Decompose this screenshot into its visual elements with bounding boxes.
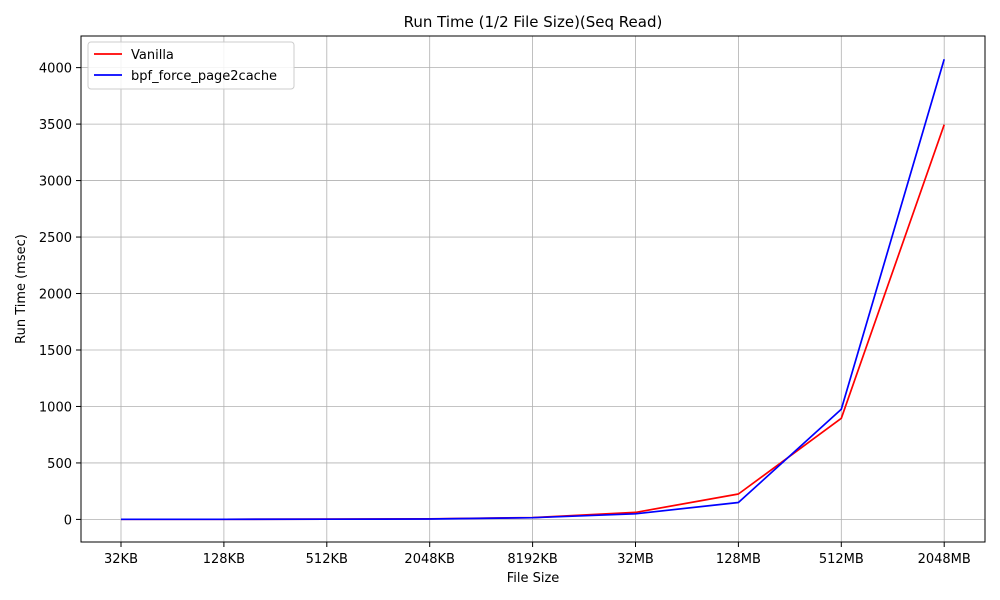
y-tick-label: 1500	[39, 344, 72, 359]
x-axis-ticks: 32KB 128KB 512KB 2048KB 8192KB 32MB 128MB 512MB…	[104, 542, 971, 567]
y-tick-label: 0	[64, 513, 72, 528]
x-tick-label: 512MB	[819, 552, 864, 567]
plot-area-frame	[80, 35, 986, 543]
x-tick-label: 32MB	[617, 552, 654, 567]
grid-lines	[81, 36, 985, 542]
x-axis-label: File Size	[507, 571, 560, 586]
x-tick-label: 512KB	[306, 552, 348, 567]
y-axis-label: Run Time (msec)	[14, 234, 29, 344]
legend-label-vanilla: Vanilla	[131, 48, 174, 63]
y-tick-label: 4000	[39, 62, 72, 77]
legend-box	[87, 41, 295, 90]
y-tick-label: 3000	[39, 175, 72, 190]
x-tick-label: 2048KB	[404, 552, 455, 567]
x-tick-label: 2048MB	[918, 552, 971, 567]
series-line-bpf-force-page2cache	[121, 58, 946, 521]
y-tick-label: 2500	[39, 231, 72, 246]
x-tick-label: 8192KB	[507, 552, 558, 567]
y-axis-ticks: 0 500 1000 1500 2000 2500 3000 3500 4000	[39, 62, 81, 528]
x-tick-label: 128MB	[716, 552, 761, 567]
y-tick-label: 3500	[39, 118, 72, 133]
y-tick-label: 1000	[39, 400, 72, 415]
x-tick-label: 32KB	[104, 552, 138, 567]
chart-title: Run Time (1/2 File Size)(Seq Read)	[404, 13, 663, 31]
legend-label-bpf-force-page2cache: bpf_force_page2cache	[131, 69, 277, 84]
legend: Vanilla bpf_force_page2cache	[87, 41, 295, 90]
x-tick-label: 128KB	[203, 552, 245, 567]
y-tick-label: 500	[47, 457, 72, 472]
y-tick-label: 2000	[39, 288, 72, 303]
series-lines	[121, 58, 946, 521]
